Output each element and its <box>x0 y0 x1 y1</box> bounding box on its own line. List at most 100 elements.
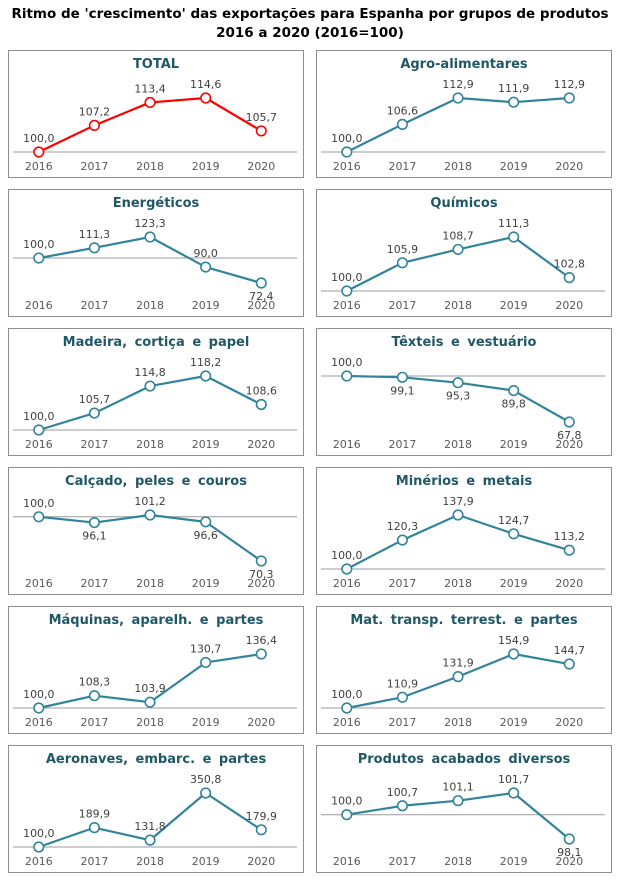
data-label: 72,4 <box>249 290 273 303</box>
chart-card-madeira-cortica-papel: Madeira, cortiça e papel 100,0 105,7 114,8 1… <box>8 327 304 456</box>
data-label: 114,8 <box>134 366 165 379</box>
chart-plot: 100,0 96,1 101,2 96,6 70,3 2016 2017 2018 2019 20… <box>12 495 298 590</box>
x-axis-label: 2017 <box>81 855 109 868</box>
chart-title: Aeronaves, embarc. e partes <box>45 751 267 767</box>
data-point <box>508 787 520 799</box>
data-point <box>508 527 520 540</box>
x-axis-label: 2018 <box>444 160 472 173</box>
data-point <box>144 380 156 392</box>
data-point <box>33 252 45 264</box>
data-label: 108,6 <box>246 384 277 397</box>
chart-card-calcado-peles-couros: Calçado, peles e couros 100,0 96,1 101,2 96,… <box>8 466 304 595</box>
data-label: 100,0 <box>23 132 54 145</box>
x-axis-label: 2019 <box>192 855 220 868</box>
chart-plot: 100,0 105,7 114,8 118,2 108,6 2016 2017 2018 201… <box>12 356 298 451</box>
x-axis-label: 2020 <box>555 160 583 173</box>
x-axis-label: 2018 <box>444 438 472 451</box>
data-point <box>563 658 575 670</box>
data-point <box>88 516 100 528</box>
data-label: 101,1 <box>442 780 473 793</box>
x-axis-label: 2016 <box>333 299 361 312</box>
chart-plot: 100,0 111,3 123,3 90,0 72,4 2016 2017 2018 2019 2… <box>12 217 298 312</box>
x-axis-label: 2018 <box>136 855 164 868</box>
data-point <box>563 271 575 284</box>
data-label: 189,9 <box>79 807 110 820</box>
data-label: 123,3 <box>134 217 165 230</box>
chart-title: TOTAL <box>132 56 180 72</box>
data-point <box>396 691 408 703</box>
x-axis-label: 2018 <box>136 299 164 312</box>
data-point <box>452 92 464 104</box>
chart-title: Energéticos <box>112 195 200 211</box>
x-axis-label: 2019 <box>500 438 528 451</box>
x-axis-label: 2016 <box>25 160 53 173</box>
data-label: 105,9 <box>387 243 418 256</box>
data-label: 144,7 <box>554 644 585 657</box>
data-label: 136,4 <box>246 634 277 647</box>
data-point <box>396 534 408 546</box>
data-label: 111,3 <box>79 228 110 241</box>
chart-plot: 100,0 107,2 113,4 114,6 105,7 2016 2017 2018 201… <box>12 78 298 173</box>
x-axis-label: 2017 <box>81 438 109 451</box>
x-axis-label: 2019 <box>500 160 528 173</box>
chart-card-maquinas-aparelh-partes: Máquinas, aparelh. e partes 100,0 108,3 103… <box>8 605 304 734</box>
x-axis-label: 2017 <box>389 299 417 312</box>
data-label: 101,7 <box>498 773 529 786</box>
x-axis-label: 2016 <box>25 855 53 868</box>
data-point <box>255 398 267 410</box>
data-label: 106,6 <box>387 104 418 117</box>
x-axis-label: 2018 <box>136 577 164 590</box>
data-label: 350,8 <box>190 773 221 786</box>
chart-plot: 100,0 110,9 131,9 154,9 144,7 2016 2017 2018 201… <box>320 634 606 729</box>
chart-title: Minérios e metais <box>395 473 533 489</box>
data-label: 111,3 <box>498 217 529 230</box>
data-point <box>452 509 464 521</box>
data-point <box>255 277 267 289</box>
data-label: 108,3 <box>79 675 110 688</box>
data-label: 112,9 <box>554 78 585 91</box>
series-line <box>345 513 571 570</box>
x-axis-label: 2016 <box>333 577 361 590</box>
x-axis-label: 2020 <box>247 577 275 590</box>
x-axis-label: 2020 <box>555 299 583 312</box>
data-point <box>452 670 464 683</box>
data-point <box>88 821 100 834</box>
x-axis-label: 2018 <box>444 855 472 868</box>
data-point <box>200 370 212 382</box>
chart-title: Químicos <box>430 195 498 211</box>
data-point <box>508 231 520 243</box>
data-point <box>452 794 464 807</box>
data-point <box>33 424 45 436</box>
data-label: 154,9 <box>498 634 529 647</box>
data-label: 124,7 <box>498 514 529 527</box>
data-point <box>508 384 520 396</box>
data-label: 95,3 <box>446 389 470 402</box>
x-axis-label: 2017 <box>81 577 109 590</box>
x-axis-label: 2020 <box>247 716 275 729</box>
data-label: 113,2 <box>554 530 585 543</box>
x-axis-label: 2016 <box>333 855 361 868</box>
x-axis-label: 2018 <box>444 299 472 312</box>
chart-title: Produtos acabados diversos <box>357 751 571 767</box>
data-label: 70,3 <box>249 568 273 581</box>
data-label: 100,0 <box>23 410 54 423</box>
x-axis-label: 2018 <box>444 716 472 729</box>
x-axis-label: 2020 <box>247 299 275 312</box>
data-point <box>144 696 156 708</box>
x-axis-label: 2020 <box>555 855 583 868</box>
data-label: 111,9 <box>498 82 529 95</box>
x-axis-label: 2019 <box>192 716 220 729</box>
data-label: 105,7 <box>79 393 110 406</box>
x-axis-label: 2018 <box>444 577 472 590</box>
data-label: 100,0 <box>23 827 54 840</box>
data-label: 96,1 <box>82 529 106 542</box>
chart-card-produtos-acabados-diversos: Produtos acabados diversos 100,0 100,7 101,… <box>316 744 612 873</box>
data-label: 98,1 <box>557 846 581 859</box>
x-axis-label: 2016 <box>25 438 53 451</box>
x-axis-label: 2019 <box>500 299 528 312</box>
x-axis-label: 2019 <box>192 299 220 312</box>
chart-title: Calçado, peles e couros <box>65 473 247 489</box>
chart-card-minerios-metais: Minérios e metais 100,0 120,3 137,9 124,7 113… <box>316 466 612 595</box>
x-axis-label: 2020 <box>555 438 583 451</box>
data-label: 137,9 <box>442 495 473 508</box>
